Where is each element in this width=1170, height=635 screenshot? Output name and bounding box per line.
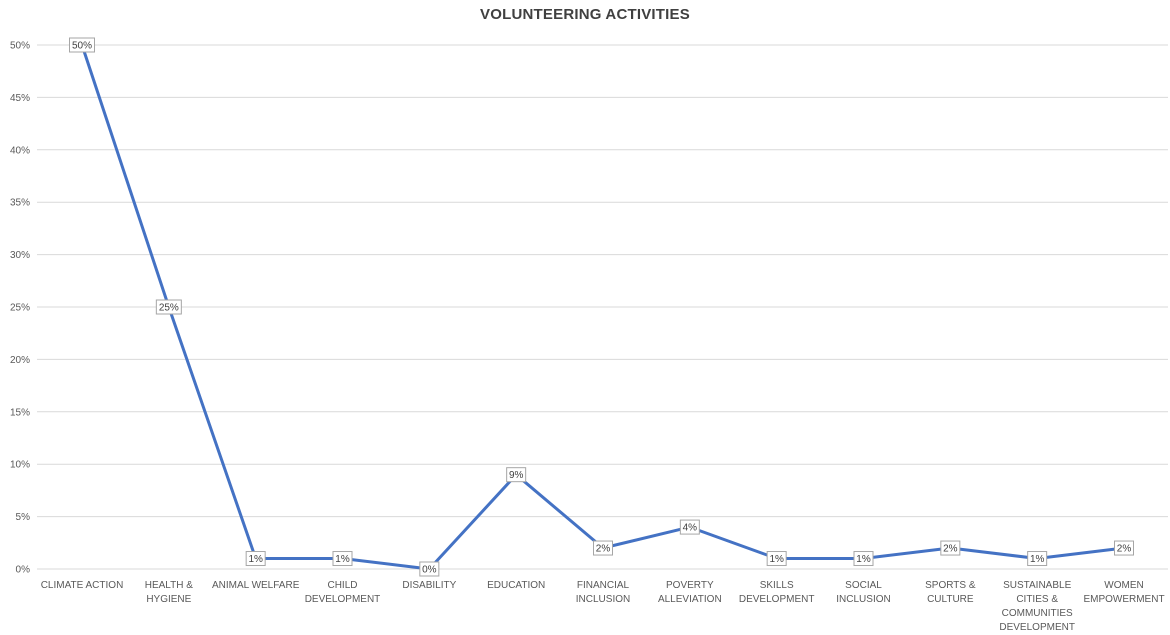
x-category-label: CLIMATE ACTION — [41, 580, 124, 591]
data-label-text: 2% — [1117, 544, 1132, 555]
y-tick-label: 10% — [10, 460, 30, 471]
data-label-box — [332, 551, 353, 567]
y-tick-label: 25% — [10, 303, 30, 314]
data-label-text: 1% — [769, 554, 784, 565]
data-label-text: 1% — [335, 554, 350, 565]
data-label: 2% — [593, 540, 613, 556]
data-label-text: 50% — [72, 41, 92, 52]
chart-title: VOLUNTEERING ACTIVITIES — [480, 6, 690, 23]
data-label-box — [853, 551, 874, 567]
data-label: 9% — [506, 467, 527, 483]
data-label-text: 1% — [248, 554, 263, 565]
data-label-box — [69, 37, 95, 53]
data-label-text: 4% — [683, 523, 698, 534]
data-label: 1% — [245, 551, 266, 567]
y-tick-label: 20% — [10, 355, 30, 366]
y-tick-label: 0% — [16, 565, 31, 576]
data-label-box — [1027, 551, 1048, 567]
data-label: 2% — [940, 540, 961, 556]
data-label-box — [155, 299, 182, 315]
data-label-text: 9% — [509, 470, 524, 481]
gridlines — [37, 44, 1168, 570]
data-label-box — [245, 551, 266, 567]
data-label: 25% — [155, 299, 182, 315]
data-label: 4% — [679, 519, 700, 535]
y-tick-label: 30% — [10, 250, 30, 261]
data-label: 50% — [69, 37, 95, 53]
x-category-label: SPORTS & CULTURE — [925, 580, 976, 605]
data-label-text: 25% — [159, 303, 179, 314]
y-axis-tick-labels: 0% 5% 10% 15% 20% 25% 30% 35% 40% 45% 50% — [10, 41, 30, 576]
data-label: 1% — [332, 551, 353, 567]
data-label-text: 2% — [596, 544, 611, 555]
data-label-box — [766, 551, 787, 567]
y-tick-label: 50% — [10, 41, 30, 52]
y-tick-label: 40% — [10, 145, 30, 156]
x-category-label: SOCIAL INCLUSION — [836, 580, 890, 605]
x-category-label: SUSTAINABLE CITIES & COMMUNITIES DEVELOPMEN… — [999, 580, 1075, 633]
data-label-text: 0% — [422, 565, 437, 576]
data-label-box — [593, 540, 613, 556]
x-category-label: EDUCATION — [487, 580, 545, 591]
data-label-box — [940, 540, 961, 556]
data-label-text: 2% — [943, 544, 958, 555]
data-label: 1% — [766, 551, 787, 567]
x-category-label: FINANCIAL INCLUSION — [576, 580, 630, 605]
x-category-label: WOMEN EMPOWERMENT — [1083, 580, 1164, 605]
x-category-label: CHILD DEVELOPMENT — [305, 580, 381, 605]
data-label: 1% — [853, 551, 874, 567]
y-tick-label: 35% — [10, 198, 30, 209]
x-category-label: ANIMAL WELFARE — [212, 580, 300, 591]
data-label-text: 1% — [856, 554, 871, 565]
data-label: 2% — [1114, 540, 1134, 556]
data-label-box — [1114, 540, 1134, 556]
data-label-box — [506, 467, 527, 483]
x-category-label: POVERTY ALLEVIATION — [658, 580, 722, 605]
y-tick-label: 15% — [10, 407, 30, 418]
data-label-text: 1% — [1030, 554, 1045, 565]
x-category-label: SKILLS DEVELOPMENT — [739, 580, 815, 605]
data-label: 1% — [1027, 551, 1048, 567]
data-labels: 50% 25% 1% 1% 0% 9% 2% 4% 1% 1% 2% 1% 2% — [69, 37, 1134, 577]
data-label-box — [419, 561, 440, 577]
y-tick-label: 5% — [16, 512, 31, 523]
data-label: 0% — [419, 561, 440, 577]
x-category-label: DISABILITY — [402, 580, 456, 591]
x-category-label: HEALTH & HYGIENE — [145, 580, 193, 605]
y-tick-label: 45% — [10, 93, 30, 104]
data-label-box — [679, 519, 700, 535]
x-axis-category-labels: CLIMATE ACTION HEALTH & HYGIENE ANIMAL WELF… — [41, 580, 1165, 633]
